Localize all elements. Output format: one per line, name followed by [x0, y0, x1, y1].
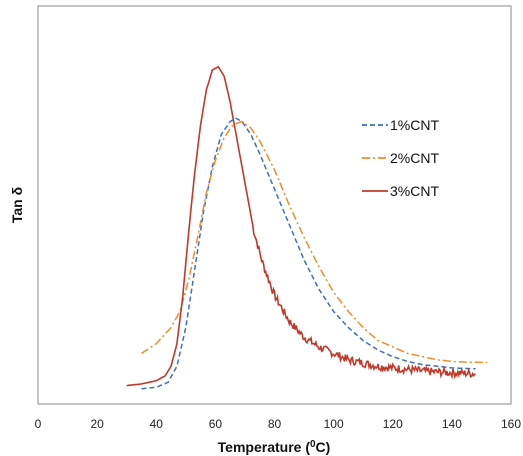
lines-layer	[126, 65, 488, 390]
x-tick-label: 0	[35, 417, 42, 431]
x-tick-label: 20	[90, 417, 104, 431]
x-tick-label: 140	[442, 417, 462, 431]
series-line-2cnt	[141, 120, 488, 364]
x-tick-label: 160	[501, 417, 521, 431]
legend-label: 2%CNT	[390, 150, 439, 166]
x-axis-title: Temperature (0C)	[218, 439, 331, 455]
x-tick-label: 60	[209, 417, 223, 431]
y-axis-title: Tan δ	[9, 187, 25, 223]
legend-label: 1%CNT	[390, 117, 439, 133]
series-line-3cnt	[126, 65, 476, 387]
x-tick-labels: 0 20 40 60 80 100 120 140 160	[35, 417, 522, 431]
legend: 1%CNT 2%CNT 3%CNT	[362, 117, 439, 199]
plot-area	[37, 5, 512, 405]
series-line-1cnt	[141, 117, 476, 390]
x-tick-label: 100	[324, 417, 344, 431]
x-tick-label: 120	[383, 417, 403, 431]
x-axis-title-superscript: 0	[310, 439, 316, 450]
x-tick-label: 40	[150, 417, 164, 431]
x-tick-label: 80	[268, 417, 282, 431]
legend-label: 3%CNT	[390, 183, 439, 199]
